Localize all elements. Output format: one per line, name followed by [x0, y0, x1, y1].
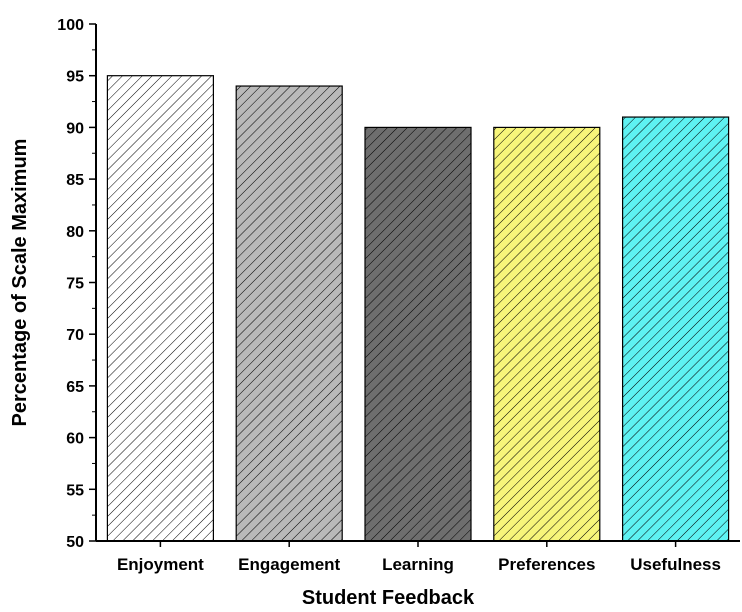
y-tick-label: 100 [57, 17, 84, 34]
y-tick-label: 75 [66, 276, 84, 293]
y-tick-label: 60 [66, 431, 84, 448]
x-tick-label-preferences: Preferences [498, 555, 595, 574]
bar-hatch-usefulness [621, 116, 730, 542]
x-tick-label-enjoyment: Enjoyment [117, 555, 204, 574]
bar-hatch-preferences [493, 126, 601, 542]
y-axis-ticks: 50 55 60 65 70 75 80 85 90 95 100 [57, 17, 96, 551]
y-tick-label: 50 [66, 534, 84, 551]
y-axis-title: Percentage of Scale Maximum [9, 139, 31, 427]
bar-hatch-enjoyment [106, 75, 215, 542]
x-tick-label-learning: Learning [382, 555, 454, 574]
bar-hatch-engagement [235, 85, 343, 542]
y-tick-label: 65 [66, 379, 84, 396]
x-axis-title: Student Feedback [302, 587, 475, 609]
x-axis-category-labels: Enjoyment Engagement Learning Preferences Us… [117, 541, 721, 574]
y-tick-label: 80 [66, 224, 84, 241]
y-tick-label: 90 [66, 120, 84, 137]
bars-group [106, 75, 730, 542]
x-tick-label-engagement: Engagement [238, 555, 340, 574]
bar-hatch-learning [364, 126, 472, 542]
y-tick-label: 95 [66, 69, 84, 86]
y-tick-label: 55 [66, 482, 84, 499]
y-tick-label: 85 [66, 172, 84, 189]
y-tick-label: 70 [66, 327, 84, 344]
x-tick-label-usefulness: Usefulness [630, 555, 721, 574]
